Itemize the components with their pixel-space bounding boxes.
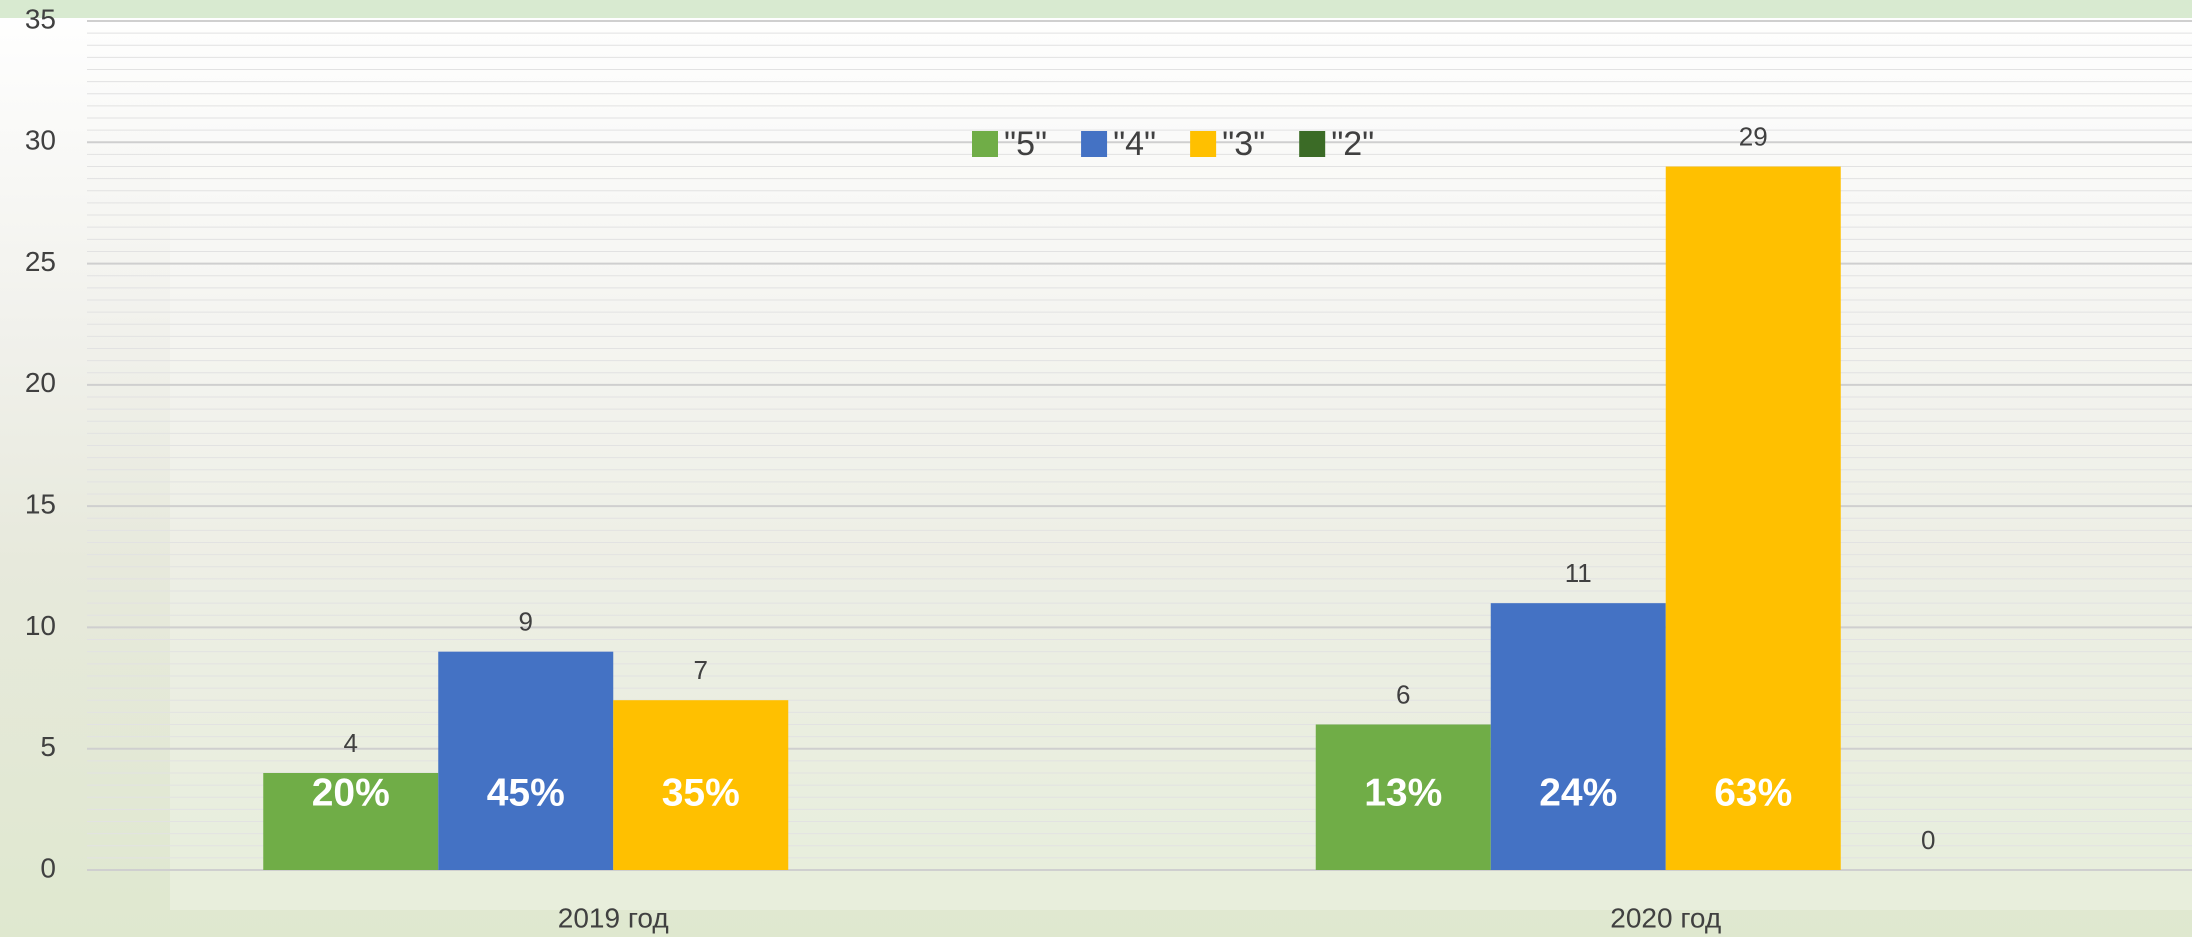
x-tick-label: 2019 год (558, 902, 669, 933)
y-tick-label: 30 (25, 125, 56, 156)
y-tick-label: 25 (25, 246, 56, 277)
data-label: 4 (344, 728, 358, 758)
data-label: 0 (1921, 825, 1935, 855)
data-label: 7 (694, 655, 708, 685)
y-tick-label: 10 (25, 610, 56, 641)
page: {"chart_data": { "type": "bar", "categor… (0, 0, 2192, 937)
legend-label: "3" (1222, 125, 1265, 163)
share-label: 13% (1364, 771, 1442, 814)
y-tick-label: 5 (40, 731, 56, 762)
bar (1666, 167, 1841, 870)
share-label: 20% (312, 771, 390, 814)
share-label: 24% (1539, 771, 1617, 814)
y-tick-label: 20 (25, 367, 56, 398)
chart: 0 5 10 15 20 25 30 35 2019 год 4 20% 9 45% 7 35% 2020 г… (0, 0, 2192, 937)
y-tick-label: 15 (25, 489, 56, 520)
legend-label: "2" (1331, 125, 1374, 163)
data-label: 29 (1739, 121, 1768, 151)
data-label: 9 (519, 607, 533, 637)
y-tick-label: 35 (25, 3, 56, 34)
top-band (0, 0, 2192, 18)
legend-swatch (1081, 131, 1107, 157)
x-tick-label: 2020 год (1610, 902, 1721, 933)
share-label: 63% (1714, 771, 1792, 814)
y-tick-label: 0 (40, 852, 56, 883)
legend-swatch (972, 131, 998, 157)
legend-swatch (1299, 131, 1325, 157)
data-label: 6 (1396, 679, 1410, 709)
legend-label: "4" (1113, 125, 1156, 163)
bar (438, 652, 613, 870)
share-label: 35% (662, 771, 740, 814)
legend-swatch (1190, 131, 1216, 157)
bar (1491, 603, 1666, 870)
data-label: 11 (1565, 558, 1592, 588)
share-label: 45% (487, 771, 565, 814)
legend-label: "5" (1004, 125, 1047, 163)
